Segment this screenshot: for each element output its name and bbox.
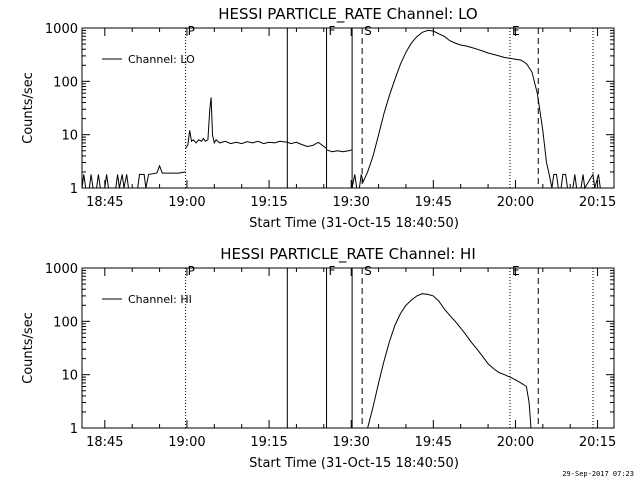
- series-line: [326, 149, 353, 153]
- marker-label: P: [188, 24, 195, 38]
- y-tick-label: 1: [70, 182, 78, 197]
- legend-label: Channel: HI: [128, 293, 192, 306]
- x-axis-label: Start Time (31-Oct-15 18:40:50): [249, 216, 459, 231]
- x-axis-label: Start Time (31-Oct-15 18:40:50): [249, 456, 459, 471]
- x-tick-label: 19:15: [250, 195, 287, 210]
- series-line: [185, 97, 327, 149]
- legend-label: Channel: LO: [128, 53, 195, 66]
- x-tick-label: 19:00: [168, 435, 205, 450]
- x-tick-label: 18:45: [86, 195, 123, 210]
- y-tick-label: 100: [53, 315, 78, 330]
- y-tick-label: 1: [70, 422, 78, 437]
- marker-label: S: [364, 24, 372, 38]
- y-tick-label: 100: [53, 75, 78, 90]
- y-tick-label: 10: [61, 369, 78, 384]
- y-axis-label: Counts/sec: [21, 72, 36, 144]
- marker-label: E: [512, 24, 520, 38]
- chart-title: HESSI PARTICLE_RATE Channel: LO: [218, 5, 477, 24]
- timestamp-footer: 29-Sep-2017 07:23: [562, 470, 634, 478]
- x-tick-label: 18:45: [86, 435, 123, 450]
- marker-label: E: [512, 264, 520, 278]
- y-tick-label: 1000: [45, 262, 78, 277]
- lo-channel-panel: HESSI PARTICLE_RATE Channel: LO Counts/se…: [21, 5, 616, 231]
- series-line: [351, 29, 601, 190]
- chart-title: HESSI PARTICLE_RATE Channel: HI: [220, 245, 476, 264]
- x-tick-label: 20:15: [579, 195, 616, 210]
- y-tick-label: 10: [61, 129, 78, 144]
- marker-label: F: [329, 264, 336, 278]
- marker-label: F: [329, 24, 336, 38]
- x-tick-label: 19:15: [250, 435, 287, 450]
- x-tick-label: 20:00: [497, 435, 534, 450]
- x-tick-label: 19:45: [415, 195, 452, 210]
- marker-label: S: [364, 264, 372, 278]
- x-tick-label: 19:45: [415, 435, 452, 450]
- x-tick-label: 19:00: [168, 195, 205, 210]
- x-tick-label: 19:30: [332, 435, 369, 450]
- x-tick-label: 19:30: [332, 195, 369, 210]
- plot-frame: [81, 27, 615, 189]
- series-line: [367, 293, 532, 429]
- series-line: [81, 164, 186, 189]
- plot-frame: [81, 267, 615, 429]
- y-tick-label: 1000: [45, 22, 78, 37]
- x-tick-label: 20:00: [497, 195, 534, 210]
- x-tick-label: 20:15: [579, 435, 616, 450]
- y-axis-label: Counts/sec: [21, 312, 36, 384]
- hi-channel-panel: HESSI PARTICLE_RATE Channel: HI Counts/se…: [21, 245, 616, 471]
- marker-label: P: [188, 264, 195, 278]
